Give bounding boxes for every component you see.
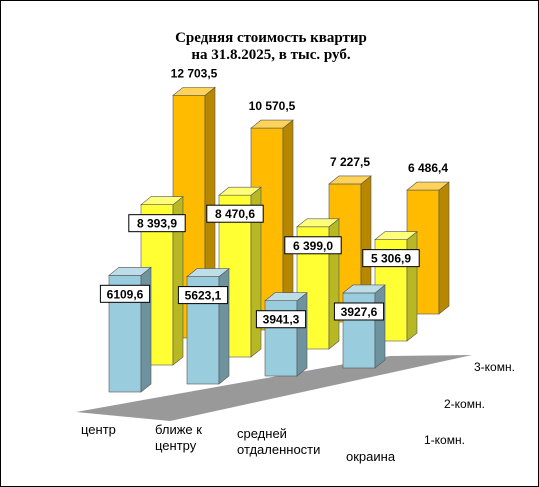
value-label-1-1: 6109,6 — [99, 284, 151, 303]
value-label-3-1: 12 703,5 — [171, 66, 218, 80]
bars-layer — [108, 86, 450, 393]
category-label-3: средней отдаленности — [237, 426, 320, 457]
category-labels-layer: центр ближе к центру средней отдаленности окр… — [81, 422, 396, 464]
category-label-2: ближе к центру — [155, 422, 202, 453]
series-labels-layer: 1-комн. 2-комн. 3-комн. — [424, 360, 515, 447]
bar-1-4 — [342, 284, 386, 369]
value-label-2-1: 8 393,9 — [128, 214, 186, 233]
category-label-4: окраина — [346, 449, 396, 464]
svg-text:6 486,4: 6 486,4 — [408, 161, 448, 175]
category-label-1: центр — [81, 422, 116, 437]
value-label-2-4: 5 306,9 — [362, 249, 420, 268]
value-labels-layer: 6 486,4 7 227,5 10 570,5 12 703,5 5 306,9 6 3… — [99, 66, 448, 329]
chart-title-line-1: Средняя стоимость квартир — [175, 30, 367, 46]
value-label-1-3: 3941,3 — [255, 310, 307, 329]
value-label-1-2: 5623,1 — [177, 286, 229, 305]
chart-title-line-2: на 31.8.2025, в тыс. руб. — [191, 47, 350, 63]
svg-text:3941,3: 3941,3 — [263, 313, 300, 327]
series-label-3: 3-комн. — [474, 360, 515, 374]
svg-text:12 703,5: 12 703,5 — [171, 66, 218, 80]
bar-1-3 — [264, 292, 308, 377]
svg-text:5623,1: 5623,1 — [185, 289, 222, 303]
value-label-3-2: 10 570,5 — [249, 99, 296, 113]
svg-text:8 393,9: 8 393,9 — [137, 217, 177, 231]
svg-text:5 306,9: 5 306,9 — [371, 252, 411, 266]
svg-text:10 570,5: 10 570,5 — [249, 99, 296, 113]
svg-text:6109,6: 6109,6 — [107, 287, 144, 301]
value-label-3-4: 6 486,4 — [408, 161, 448, 175]
svg-text:8 470,6: 8 470,6 — [215, 207, 255, 221]
value-label-2-3: 6 399,0 — [284, 236, 342, 255]
series-label-1: 1-комн. — [424, 433, 465, 447]
bar-1-2 — [186, 267, 230, 385]
chart-floor — [76, 355, 472, 421]
svg-text:6 399,0: 6 399,0 — [293, 239, 333, 253]
series-label-2: 2-комн. — [444, 397, 485, 411]
value-label-2-2: 8 470,6 — [206, 204, 264, 223]
svg-text:3927,6: 3927,6 — [341, 305, 378, 319]
value-label-1-4: 3927,6 — [333, 302, 385, 321]
svg-text:7 227,5: 7 227,5 — [330, 155, 370, 169]
value-label-3-3: 7 227,5 — [330, 155, 370, 169]
